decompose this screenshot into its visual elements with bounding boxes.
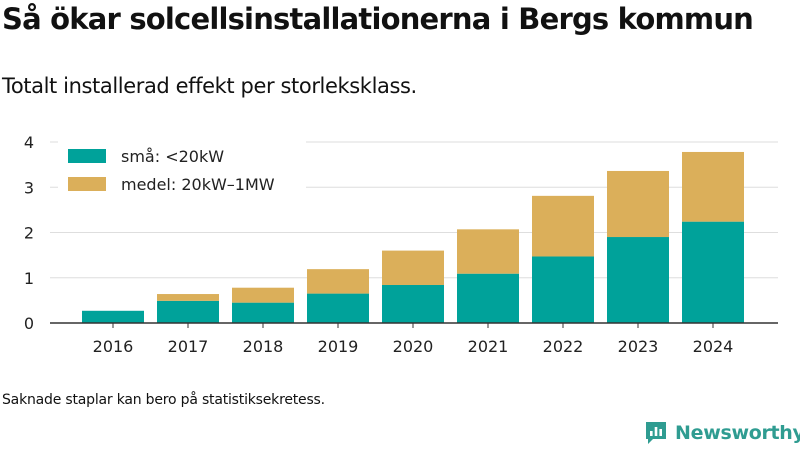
bar-2024-series-0 <box>682 221 744 323</box>
x-tick-label-2016: 2016 <box>93 337 134 356</box>
x-tick-label-2022: 2022 <box>543 337 584 356</box>
legend: små: <20kW medel: 20kW–1MW <box>58 140 306 200</box>
legend-label-1: medel: 20kW–1MW <box>121 175 275 194</box>
bar-2016-series-0 <box>82 310 144 323</box>
chart-title: Så ökar solcellsinstallationerna i Bergs… <box>2 2 754 36</box>
bar-2023-series-0 <box>607 237 669 323</box>
bar-2023-series-1 <box>607 170 669 238</box>
bar-2017-series-0 <box>157 300 219 323</box>
bar-2024-series-1 <box>682 151 744 222</box>
y-tick-label-3: 3 <box>24 178 34 197</box>
x-tick-label-2018: 2018 <box>243 337 284 356</box>
bar-2019-series-1 <box>307 269 369 294</box>
bar-2022-series-1 <box>532 195 594 257</box>
bar-2017-series-1 <box>157 294 219 301</box>
legend-label-0: små: <20kW <box>121 147 224 166</box>
bar-2018-series-0 <box>232 302 294 323</box>
bar-2018-series-1 <box>232 287 294 303</box>
newsworthy-brand[interactable]: Newsworthy <box>644 420 800 446</box>
legend-swatch-1 <box>68 177 106 191</box>
legend-swatch-0 <box>68 149 106 163</box>
bar-2022-series-0 <box>532 256 594 323</box>
x-tick-label-2019: 2019 <box>318 337 359 356</box>
y-tick-label-0: 0 <box>24 314 34 333</box>
axes: 0 1 2 3 4 2016 2017 2018 2019 2020 2021 2022 2023 202… <box>24 133 778 356</box>
bar-2021-series-0 <box>457 273 519 323</box>
x-tick-label-2020: 2020 <box>393 337 434 356</box>
y-tick-label-2: 2 <box>24 224 34 243</box>
bars <box>82 151 744 323</box>
x-tick-label-2017: 2017 <box>168 337 209 356</box>
footnote: Saknade staplar kan bero på statistiksek… <box>2 392 325 408</box>
stacked-bar-chart: 0 1 2 3 4 2016 2017 2018 2019 2020 2021 2022 2023 202… <box>24 133 778 356</box>
bar-2021-series-1 <box>457 229 519 274</box>
x-tick-label-2021: 2021 <box>468 337 509 356</box>
x-tick-label-2023: 2023 <box>618 337 659 356</box>
bar-2020-series-0 <box>382 284 444 323</box>
y-tick-label-4: 4 <box>24 133 34 152</box>
bar-2020-series-1 <box>382 250 444 285</box>
bar-2019-series-0 <box>307 293 369 323</box>
brand-name: Newsworthy <box>675 422 800 444</box>
newsworthy-logo-icon <box>646 422 666 444</box>
chart-subtitle: Totalt installerad effekt per storlekskl… <box>2 74 417 98</box>
x-tick-label-2024: 2024 <box>693 337 734 356</box>
y-tick-label-1: 1 <box>24 269 34 288</box>
